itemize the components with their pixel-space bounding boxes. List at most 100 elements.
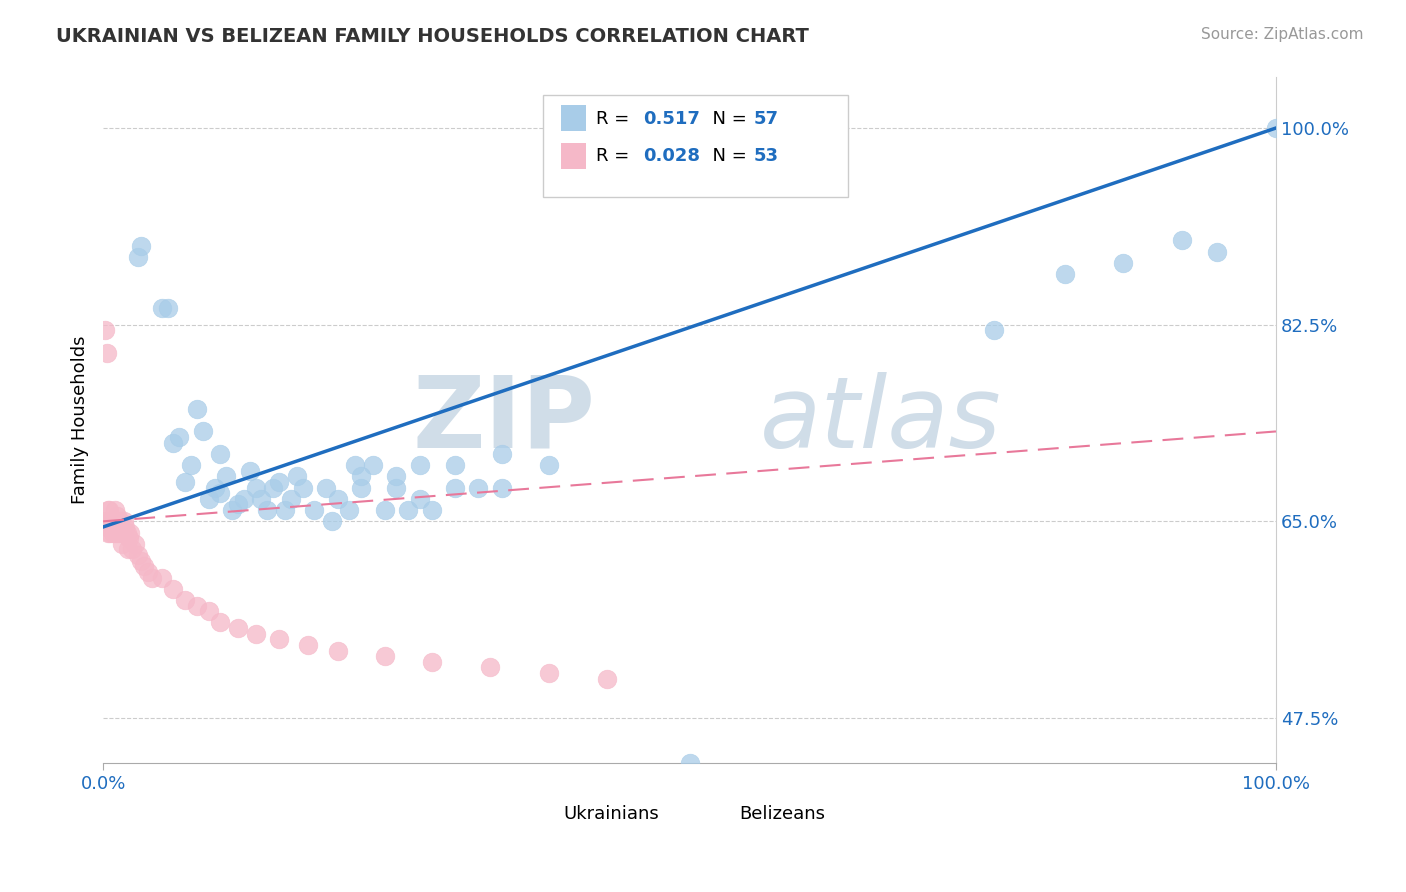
Point <box>112 514 135 528</box>
Point <box>209 447 232 461</box>
Point <box>350 481 373 495</box>
Point <box>467 481 489 495</box>
Point <box>491 481 513 495</box>
Y-axis label: Family Households: Family Households <box>72 336 89 505</box>
Point <box>114 520 136 534</box>
Point <box>162 582 184 596</box>
Point <box>94 323 117 337</box>
Point <box>285 469 308 483</box>
Point <box>250 491 273 506</box>
Point <box>245 481 267 495</box>
Point <box>169 430 191 444</box>
Point <box>297 638 319 652</box>
Point <box>162 435 184 450</box>
Text: Ukrainians: Ukrainians <box>562 805 658 823</box>
Point <box>197 604 219 618</box>
Point <box>156 301 179 315</box>
Point <box>361 458 384 472</box>
Text: Belizeans: Belizeans <box>738 805 825 823</box>
Point <box>97 525 120 540</box>
Point <box>204 481 226 495</box>
Text: atlas: atlas <box>759 372 1001 468</box>
Point <box>280 491 302 506</box>
Point <box>107 525 129 540</box>
Point <box>444 458 467 472</box>
Point <box>100 514 122 528</box>
Point <box>339 503 361 517</box>
Point <box>537 458 560 472</box>
Point <box>98 520 121 534</box>
Text: Source: ZipAtlas.com: Source: ZipAtlas.com <box>1201 27 1364 42</box>
Point <box>112 525 135 540</box>
Point <box>105 508 128 523</box>
Point <box>124 537 146 551</box>
Point <box>596 672 619 686</box>
Point <box>491 447 513 461</box>
Point <box>232 491 254 506</box>
Point <box>191 425 214 439</box>
Point <box>118 531 141 545</box>
Point <box>186 599 208 613</box>
FancyBboxPatch shape <box>561 105 586 131</box>
Text: 57: 57 <box>754 110 779 128</box>
Point <box>94 514 117 528</box>
Point <box>127 250 149 264</box>
Point <box>197 491 219 506</box>
Point <box>120 525 142 540</box>
Point <box>226 498 249 512</box>
Point <box>221 503 243 517</box>
Point <box>105 525 128 540</box>
Point <box>150 570 173 584</box>
Point <box>209 615 232 630</box>
Point <box>983 323 1005 337</box>
Point <box>350 469 373 483</box>
Point <box>420 503 443 517</box>
Point <box>444 481 467 495</box>
Text: N =: N = <box>702 147 752 165</box>
Point <box>374 503 396 517</box>
Point <box>129 239 152 253</box>
Text: N =: N = <box>702 110 752 128</box>
Point <box>267 475 290 489</box>
Point <box>104 520 127 534</box>
Point <box>141 570 163 584</box>
Point <box>326 491 349 506</box>
Text: 53: 53 <box>754 147 779 165</box>
FancyBboxPatch shape <box>702 804 731 825</box>
Point <box>385 481 408 495</box>
Point <box>321 514 343 528</box>
Point <box>256 503 278 517</box>
Point <box>104 503 127 517</box>
Point <box>101 520 124 534</box>
Point <box>150 301 173 315</box>
Point <box>678 756 700 770</box>
Point <box>326 643 349 657</box>
Point <box>344 458 367 472</box>
Point <box>1112 256 1135 270</box>
Point <box>385 469 408 483</box>
Text: R =: R = <box>596 147 634 165</box>
Point <box>245 626 267 640</box>
Point <box>105 520 128 534</box>
Point <box>409 491 432 506</box>
Point <box>374 649 396 664</box>
Point <box>267 632 290 647</box>
Point <box>537 666 560 681</box>
Point <box>103 514 125 528</box>
Point <box>226 621 249 635</box>
Text: 0.517: 0.517 <box>643 110 700 128</box>
Point <box>98 525 121 540</box>
Point <box>117 542 139 557</box>
Point <box>291 481 314 495</box>
Point <box>215 469 238 483</box>
Point <box>274 503 297 517</box>
Point <box>121 542 143 557</box>
Point <box>110 520 132 534</box>
Point <box>98 503 121 517</box>
Point <box>239 464 262 478</box>
Point <box>129 554 152 568</box>
Point <box>174 593 197 607</box>
Point <box>1053 267 1076 281</box>
Point <box>115 525 138 540</box>
Text: UKRAINIAN VS BELIZEAN FAMILY HOUSEHOLDS CORRELATION CHART: UKRAINIAN VS BELIZEAN FAMILY HOUSEHOLDS … <box>56 27 808 45</box>
